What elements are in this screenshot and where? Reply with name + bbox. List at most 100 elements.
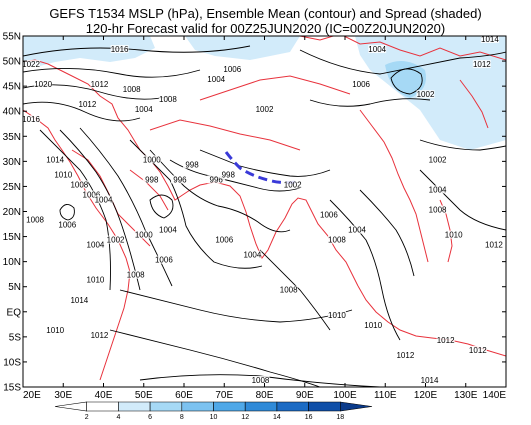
coast-japan xyxy=(459,79,489,129)
lon-tick-label: 30E xyxy=(54,390,72,401)
contour-label: 1016 xyxy=(22,115,40,124)
colorbar-tick-label: 4 xyxy=(116,414,120,421)
coast-persian-gulf xyxy=(129,169,169,211)
contour-label: 1008 xyxy=(252,376,270,385)
lon-tick-label: 80E xyxy=(256,390,274,401)
contour-line xyxy=(23,101,141,122)
contour-label-bg xyxy=(110,45,129,54)
lat-tick-label: 55N xyxy=(3,32,21,43)
contour-line xyxy=(119,289,353,323)
contour-line xyxy=(329,199,401,341)
colorbar-tick-label: 10 xyxy=(210,414,218,421)
contour-label: 1010 xyxy=(87,276,105,285)
contour-line xyxy=(129,139,263,269)
coast-inner-border xyxy=(149,119,301,151)
contour-label-bg xyxy=(46,155,65,164)
contour-line xyxy=(309,98,431,107)
contour-label: 1002 xyxy=(284,180,302,189)
contour-label: 1010 xyxy=(328,311,346,320)
contour-label-bg xyxy=(283,180,302,189)
contour-label-bg xyxy=(58,220,77,229)
contour-label: 1004 xyxy=(87,241,105,250)
lon-tick-label: 20E xyxy=(23,390,41,401)
contour-label: 1006 xyxy=(223,65,241,74)
lat-tick-label: 5S xyxy=(9,332,22,343)
lat-tick-label: EQ xyxy=(7,307,22,318)
contour-label-bg xyxy=(90,330,109,339)
contour-label: 1010 xyxy=(54,170,72,179)
colorbar-segment xyxy=(213,401,246,412)
contour-label-bg xyxy=(142,175,161,184)
colorbar-segment xyxy=(54,401,87,412)
contour-label: 1006 xyxy=(320,211,338,220)
contour-label-bg xyxy=(70,295,89,304)
contour-label-bg xyxy=(444,230,463,239)
contour-label-bg xyxy=(106,235,125,244)
contour-label-bg xyxy=(122,85,141,94)
lon-tick-label: 40E xyxy=(95,390,113,401)
contour-label-bg xyxy=(207,175,226,184)
contour-label-bg xyxy=(368,45,387,54)
contour-label-bg xyxy=(134,230,153,239)
contour-label-bg xyxy=(279,285,298,294)
map-subtitle: 120-hr Forecast valid for 00Z25JUN2020 (… xyxy=(85,21,446,36)
contour-low-arabia xyxy=(149,194,174,219)
lon-tick-label: 60E xyxy=(175,390,193,401)
contour-label-bg xyxy=(78,100,97,109)
colorbar-segment xyxy=(181,401,214,412)
contour-label-bg xyxy=(94,195,113,204)
spread-colorbar: 2 4 6 8 10 12 14 16 18 xyxy=(54,401,373,421)
colorbar-tick-label: 2 xyxy=(85,414,89,421)
contour-label: 1008 xyxy=(70,180,88,189)
contour-label-bg xyxy=(243,250,262,259)
colorbar-segment xyxy=(308,401,341,412)
contour-label-bg xyxy=(428,185,447,194)
contour-label-bg xyxy=(251,375,270,384)
coastlines xyxy=(23,36,506,381)
contour-label: 1010 xyxy=(445,231,463,240)
lon-tick-label: 130E xyxy=(454,390,478,401)
contour-label: 1012 xyxy=(79,100,97,109)
contour-label: 1002 xyxy=(429,155,447,164)
contour-label: 1004 xyxy=(95,195,113,204)
contour-label: 1022 xyxy=(22,60,40,69)
contour-label: 1012 xyxy=(485,241,503,250)
contour-label-bg xyxy=(348,225,367,234)
contour-label-bg xyxy=(255,105,274,114)
colorbar-tick-label: 6 xyxy=(148,414,152,421)
contour-label-bg xyxy=(468,345,487,354)
contour-line xyxy=(199,149,331,177)
mslp-contours xyxy=(23,45,506,387)
lon-tick-label: 100E xyxy=(333,390,357,401)
lat-tick-label: 30N xyxy=(3,157,21,168)
contour-label: 1004 xyxy=(244,251,262,260)
contour-label: 1014 xyxy=(421,376,439,385)
lat-tick-label: 10S xyxy=(3,357,21,368)
contour-label-bg xyxy=(86,275,105,284)
longitude-axis: 20E 30E 40E 50E 60E 70E 80E 90E 100E 110E 120E 130E… xyxy=(22,36,507,401)
spread-area-north-2 xyxy=(185,36,300,60)
contour-label: 998 xyxy=(222,170,236,179)
lat-tick-label: 40N xyxy=(3,107,21,118)
contour-label-bg xyxy=(207,75,226,84)
contour-label-bg xyxy=(70,180,89,189)
contour-label: 1012 xyxy=(91,80,109,89)
contour-label: 1008 xyxy=(280,286,298,295)
colorbar-segment xyxy=(340,401,373,412)
lon-tick-label: 140E xyxy=(483,390,507,401)
contour-label-bg xyxy=(327,235,346,244)
contour-label: 1004 xyxy=(429,185,447,194)
contour-label-bg xyxy=(364,320,383,329)
contour-label-bg xyxy=(46,325,65,334)
contour-line xyxy=(23,45,251,57)
coast-central-asia-border xyxy=(199,75,351,101)
contour-label: 1020 xyxy=(34,80,52,89)
contour-label: 1002 xyxy=(107,236,125,245)
contour-label-bg xyxy=(484,240,503,249)
colorbar-segment xyxy=(149,401,183,412)
contour-label-bg xyxy=(22,60,41,69)
contour-label: 1004 xyxy=(348,226,366,235)
contour-label-bg xyxy=(352,80,371,89)
colorbar-tick-label: 8 xyxy=(180,414,184,421)
lat-tick-label: 5N xyxy=(8,282,21,293)
